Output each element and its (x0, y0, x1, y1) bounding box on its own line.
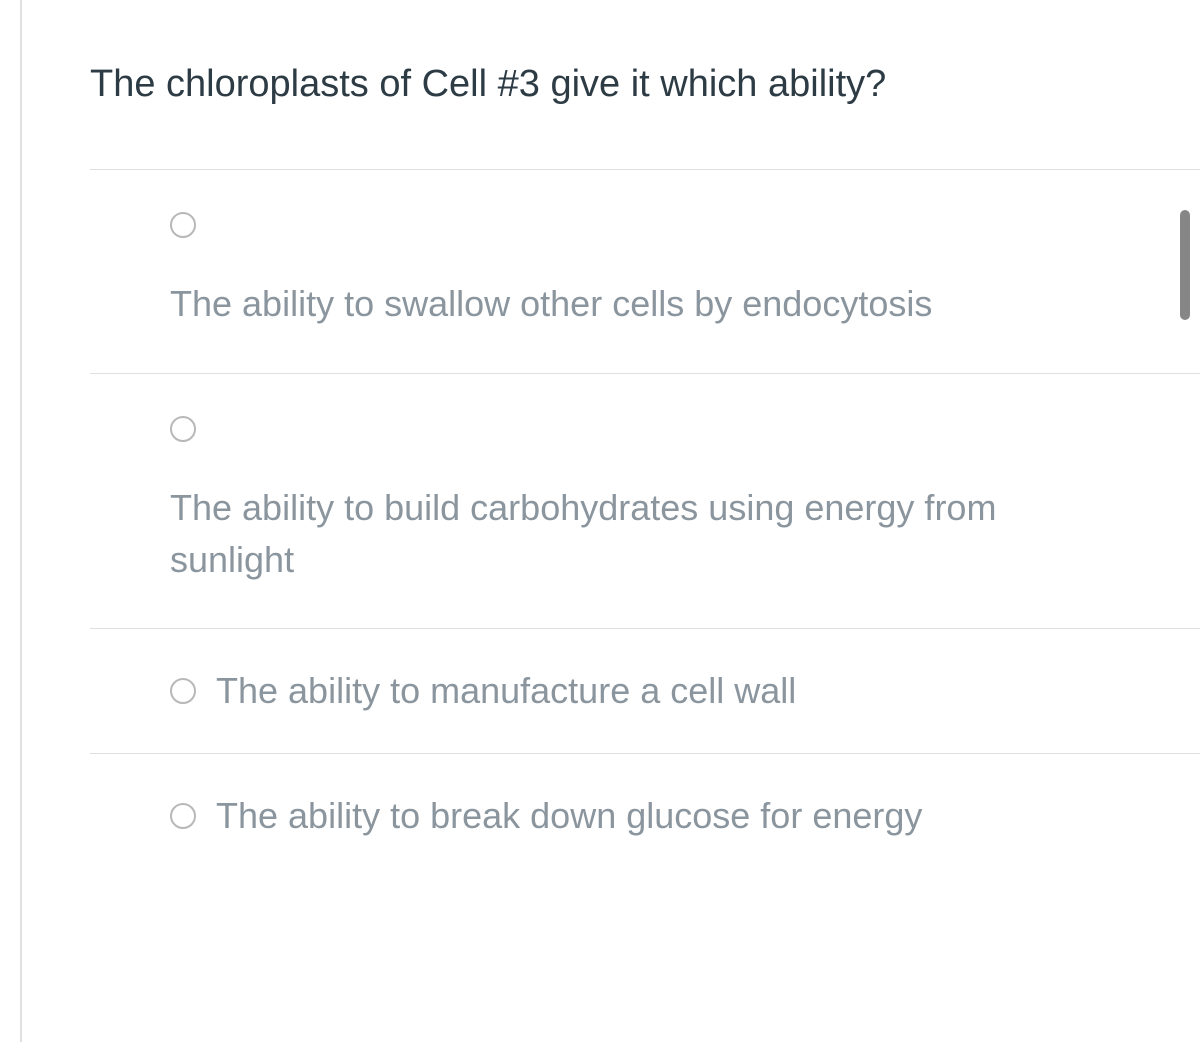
option-radio-3[interactable] (170, 678, 196, 704)
option-radio-1[interactable] (170, 212, 196, 238)
quiz-container: The chloroplasts of Cell #3 give it whic… (20, 0, 1200, 1042)
option-row: The ability to build carbohydrates using… (90, 373, 1200, 628)
question-text: The chloroplasts of Cell #3 give it whic… (66, 0, 1200, 169)
option-label-4[interactable]: The ability to break down glucose for en… (216, 790, 922, 842)
option-label-1[interactable]: The ability to swallow other cells by en… (170, 283, 932, 324)
option-row: The ability to break down glucose for en… (90, 753, 1200, 878)
option-row: The ability to swallow other cells by en… (90, 169, 1200, 372)
options-list: The ability to swallow other cells by en… (66, 169, 1200, 878)
option-radio-2[interactable] (170, 416, 196, 442)
option-row: The ability to manufacture a cell wall (90, 628, 1200, 753)
scrollbar-thumb[interactable] (1180, 210, 1190, 320)
option-radio-4[interactable] (170, 803, 196, 829)
option-label-3[interactable]: The ability to manufacture a cell wall (216, 665, 796, 717)
option-label-2[interactable]: The ability to build carbohydrates using… (170, 487, 996, 580)
